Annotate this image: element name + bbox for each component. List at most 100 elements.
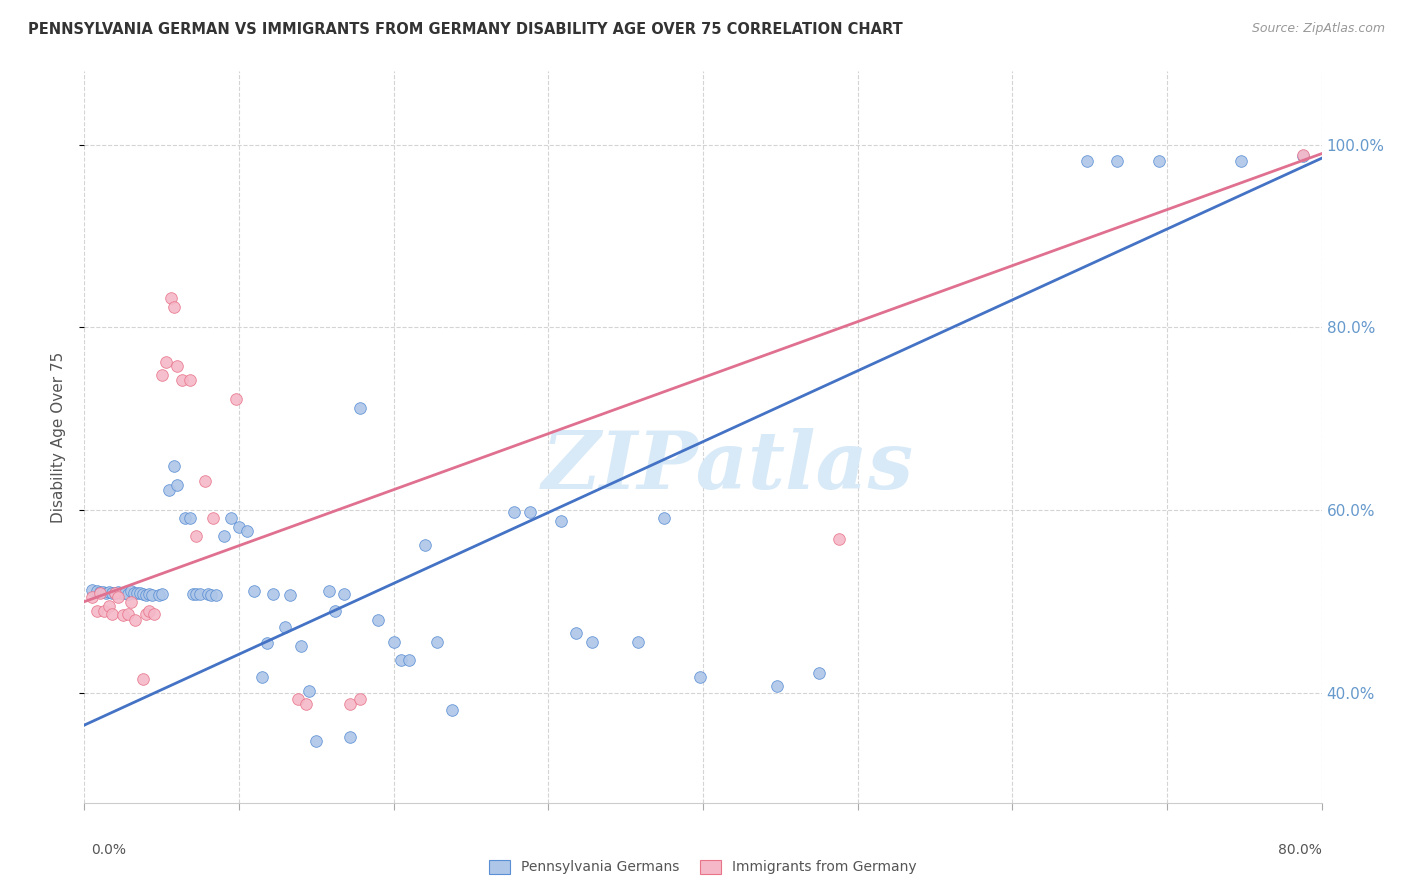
Point — [349, 401, 371, 415]
Point — [125, 586, 148, 600]
Point — [298, 684, 321, 698]
Point — [86, 604, 108, 618]
Text: PENNSYLVANIA GERMAN VS IMMIGRANTS FROM GERMANY DISABILITY AGE OVER 75 CORRELATIO: PENNSYLVANIA GERMAN VS IMMIGRANTS FROM G… — [28, 22, 903, 37]
Point — [221, 510, 243, 524]
Point — [135, 588, 157, 602]
Point — [188, 587, 212, 601]
Point — [194, 474, 217, 488]
Point — [174, 510, 197, 524]
Point — [349, 692, 371, 706]
Point — [550, 514, 572, 528]
Point — [112, 608, 135, 623]
Point — [98, 599, 121, 614]
Point — [150, 368, 173, 382]
Point — [89, 585, 111, 599]
Point — [104, 585, 127, 599]
Point — [82, 582, 104, 597]
Point — [122, 586, 145, 600]
Legend: Pennsylvania Germans, Immigrants from Germany: Pennsylvania Germans, Immigrants from Ge… — [484, 854, 922, 880]
Point — [382, 635, 405, 649]
Point — [159, 483, 181, 497]
Point — [766, 679, 789, 693]
Point — [290, 639, 312, 653]
Point — [129, 585, 152, 599]
Point — [503, 505, 526, 519]
Point — [1292, 148, 1315, 162]
Point — [1230, 153, 1253, 168]
Text: 80.0%: 80.0% — [1278, 843, 1322, 857]
Point — [391, 653, 413, 667]
Point — [256, 636, 278, 650]
Point — [114, 586, 136, 600]
Point — [252, 670, 274, 684]
Point — [184, 587, 207, 601]
Text: Source: ZipAtlas.com: Source: ZipAtlas.com — [1251, 22, 1385, 36]
Point — [294, 697, 316, 711]
Point — [201, 510, 224, 524]
Point — [323, 604, 346, 618]
Point — [89, 584, 111, 599]
Point — [205, 588, 228, 602]
Point — [426, 635, 449, 649]
Point — [262, 587, 284, 601]
Point — [138, 604, 160, 618]
Point — [565, 625, 588, 640]
Point — [101, 586, 124, 600]
Point — [148, 588, 170, 602]
Point — [305, 733, 328, 747]
Point — [98, 584, 121, 599]
Point — [155, 355, 177, 369]
Point — [1076, 153, 1098, 168]
Point — [828, 533, 851, 547]
Point — [170, 373, 193, 387]
Point — [94, 585, 117, 599]
Point — [107, 590, 129, 604]
Point — [654, 510, 676, 524]
Point — [441, 702, 464, 716]
Point — [166, 359, 188, 373]
Text: 0.0%: 0.0% — [91, 843, 127, 857]
Point — [228, 519, 250, 533]
Point — [132, 587, 155, 601]
Point — [519, 505, 541, 519]
Point — [200, 588, 222, 602]
Point — [143, 607, 166, 621]
Point — [110, 585, 132, 599]
Point — [163, 459, 186, 474]
Point — [120, 583, 142, 598]
Point — [132, 673, 155, 687]
Point — [135, 607, 157, 621]
Point — [124, 613, 146, 627]
Point — [179, 373, 201, 387]
Point — [117, 607, 139, 621]
Point — [225, 392, 247, 406]
Point — [413, 538, 436, 552]
Point — [120, 595, 142, 609]
Point — [339, 730, 361, 744]
Point — [339, 697, 361, 711]
Point — [287, 692, 309, 706]
Point — [1292, 149, 1315, 163]
Point — [627, 635, 650, 649]
Point — [1107, 153, 1129, 168]
Point — [243, 583, 266, 598]
Point — [367, 613, 389, 627]
Point — [141, 588, 163, 602]
Point — [1149, 153, 1171, 168]
Point — [150, 587, 173, 601]
Point — [86, 583, 108, 598]
Point — [581, 635, 603, 649]
Point — [82, 590, 104, 604]
Point — [160, 291, 183, 305]
Point — [318, 583, 340, 598]
Point — [179, 510, 201, 524]
Point — [689, 670, 711, 684]
Point — [138, 587, 160, 601]
Point — [166, 477, 188, 491]
Point — [278, 588, 301, 602]
Point — [236, 524, 259, 539]
Point — [91, 584, 114, 599]
Text: ZIPatlas: ZIPatlas — [541, 427, 914, 505]
Point — [333, 587, 356, 601]
Point — [107, 584, 129, 599]
